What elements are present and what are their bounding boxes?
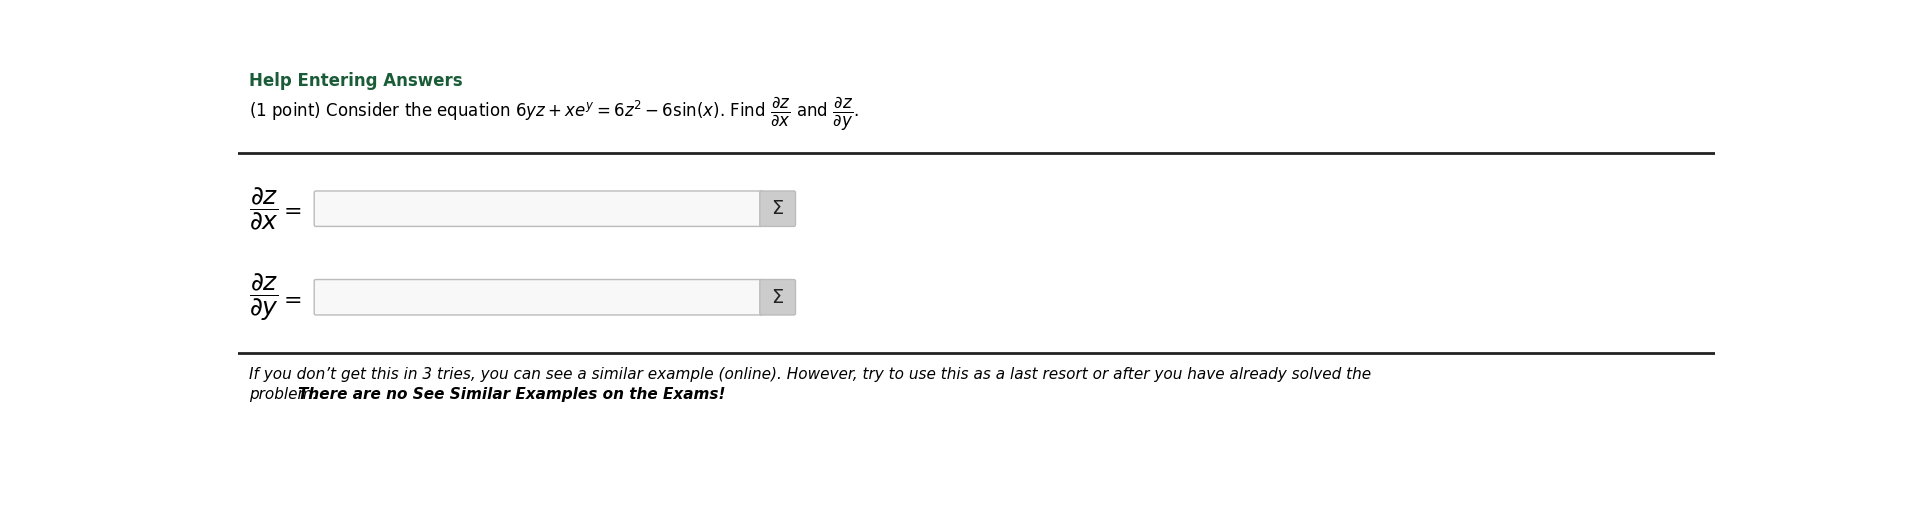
FancyBboxPatch shape [760,191,794,226]
Text: Help Entering Answers: Help Entering Answers [250,72,463,89]
FancyBboxPatch shape [760,280,794,315]
Text: $\Sigma$: $\Sigma$ [772,288,783,307]
Text: If you don’t get this in 3 tries, you can see a similar example (online). Howeve: If you don’t get this in 3 tries, you ca… [250,367,1370,382]
Text: $\dfrac{\partial z}{\partial x}$: $\dfrac{\partial z}{\partial x}$ [250,185,278,232]
FancyBboxPatch shape [314,280,762,315]
Text: problem.: problem. [250,387,322,402]
Text: $\dfrac{\partial z}{\partial y}$: $\dfrac{\partial z}{\partial y}$ [250,271,278,323]
Text: $=$: $=$ [278,200,301,220]
Text: $=$: $=$ [278,289,301,309]
Text: There are no See Similar Examples on the Exams!: There are no See Similar Examples on the… [297,387,726,402]
FancyBboxPatch shape [314,191,762,226]
Text: $\Sigma$: $\Sigma$ [772,199,783,218]
Text: (1 point) Consider the equation $6yz + xe^{y} = 6z^{2} - 6\sin(x)$. Find $\dfrac: (1 point) Consider the equation $6yz + x… [250,95,859,133]
